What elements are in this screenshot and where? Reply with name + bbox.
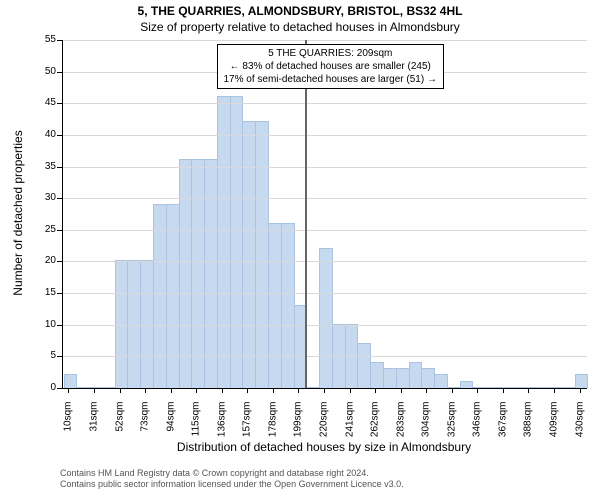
y-tick-mark	[57, 293, 62, 294]
x-tick-mark	[120, 388, 121, 393]
histogram-bar	[370, 362, 384, 388]
x-tick-mark	[171, 388, 172, 393]
x-tick-mark	[145, 388, 146, 393]
x-tick-mark	[580, 388, 581, 393]
y-tick-label: 25	[28, 224, 56, 235]
histogram-bar	[140, 260, 154, 388]
x-tick-mark	[68, 388, 69, 393]
histogram-bar	[281, 223, 295, 389]
x-tick-mark	[503, 388, 504, 393]
y-tick-label: 55	[28, 34, 56, 45]
x-axis-label: Distribution of detached houses by size …	[62, 440, 586, 454]
annotation-line-3: 17% of semi-detached houses are larger (…	[224, 73, 437, 86]
histogram-bar	[76, 387, 90, 388]
histogram-bar	[230, 96, 244, 388]
histogram-bar	[498, 387, 512, 388]
x-tick-mark	[426, 388, 427, 393]
y-tick-mark	[57, 40, 62, 41]
annotation-box: 5 THE QUARRIES: 209sqm ← 83% of detached…	[217, 44, 444, 89]
property-marker-line	[305, 40, 307, 388]
histogram-bar	[524, 387, 538, 388]
x-tick-mark	[401, 388, 402, 393]
y-tick-label: 15	[28, 287, 56, 298]
x-tick-mark	[222, 388, 223, 393]
y-tick-mark	[57, 388, 62, 389]
histogram-bar	[217, 96, 231, 388]
x-tick-mark	[273, 388, 274, 393]
chart-subtitle: Size of property relative to detached ho…	[0, 20, 600, 34]
y-tick-label: 50	[28, 66, 56, 77]
histogram-bar	[89, 387, 103, 388]
histogram-bar	[306, 387, 320, 388]
attribution-footer: Contains HM Land Registry data © Crown c…	[60, 468, 404, 491]
histogram-bar	[575, 374, 589, 388]
histogram-bar	[447, 387, 461, 388]
y-axis-label: Number of detached properties	[11, 39, 25, 387]
histogram-bar	[409, 362, 423, 388]
y-tick-mark	[57, 261, 62, 262]
histogram-bar	[153, 204, 167, 388]
y-tick-label: 30	[28, 192, 56, 203]
histogram-bar	[421, 368, 435, 388]
histogram-bar	[549, 387, 563, 388]
histogram-bar	[191, 159, 205, 388]
histogram-bar	[319, 248, 333, 388]
annotation-line-1: 5 THE QUARRIES: 209sqm	[224, 47, 437, 60]
histogram-bar	[562, 387, 576, 388]
y-tick-label: 10	[28, 319, 56, 330]
x-tick-mark	[298, 388, 299, 393]
histogram-bar	[460, 381, 474, 388]
histogram-bar	[485, 387, 499, 388]
y-tick-mark	[57, 325, 62, 326]
x-tick-mark	[554, 388, 555, 393]
footer-line-1: Contains HM Land Registry data © Crown c…	[60, 468, 404, 479]
y-tick-label: 5	[28, 350, 56, 361]
histogram-bar	[179, 159, 193, 388]
histogram-bar	[204, 159, 218, 388]
histogram-bar	[127, 260, 141, 388]
plot-area	[62, 40, 587, 389]
chart-title: 5, THE QUARRIES, ALMONDSBURY, BRISTOL, B…	[0, 4, 600, 18]
y-tick-mark	[57, 103, 62, 104]
y-tick-label: 40	[28, 129, 56, 140]
x-tick-mark	[324, 388, 325, 393]
histogram-bar	[166, 204, 180, 388]
x-tick-mark	[350, 388, 351, 393]
y-tick-mark	[57, 198, 62, 199]
histogram-bar	[268, 223, 282, 389]
histogram-bar	[345, 324, 359, 388]
x-tick-mark	[247, 388, 248, 393]
histogram-bar	[536, 387, 550, 388]
x-tick-mark	[196, 388, 197, 393]
histogram-bar	[64, 374, 78, 388]
x-tick-mark	[94, 388, 95, 393]
x-tick-mark	[375, 388, 376, 393]
y-tick-label: 0	[28, 382, 56, 393]
y-tick-mark	[57, 167, 62, 168]
histogram-bar	[242, 121, 256, 388]
histogram-bar	[102, 387, 116, 388]
histogram-bar	[511, 387, 525, 388]
y-tick-mark	[57, 72, 62, 73]
histogram-bar	[472, 387, 486, 388]
y-tick-mark	[57, 356, 62, 357]
annotation-line-2: ← 83% of detached houses are smaller (24…	[224, 60, 437, 73]
x-tick-mark	[477, 388, 478, 393]
chart-container: 5, THE QUARRIES, ALMONDSBURY, BRISTOL, B…	[0, 0, 600, 500]
histogram-bar	[255, 121, 269, 388]
x-tick-mark	[528, 388, 529, 393]
y-tick-mark	[57, 230, 62, 231]
histogram-bar	[115, 260, 129, 388]
histogram-bar	[434, 374, 448, 388]
y-tick-mark	[57, 135, 62, 136]
x-tick-mark	[452, 388, 453, 393]
y-tick-label: 45	[28, 97, 56, 108]
histogram-bar	[357, 343, 371, 388]
y-tick-label: 35	[28, 161, 56, 172]
histogram-bar	[396, 368, 410, 388]
y-tick-label: 20	[28, 255, 56, 266]
footer-line-2: Contains public sector information licen…	[60, 479, 404, 490]
histogram-bar	[332, 324, 346, 388]
histogram-bar	[383, 368, 397, 388]
